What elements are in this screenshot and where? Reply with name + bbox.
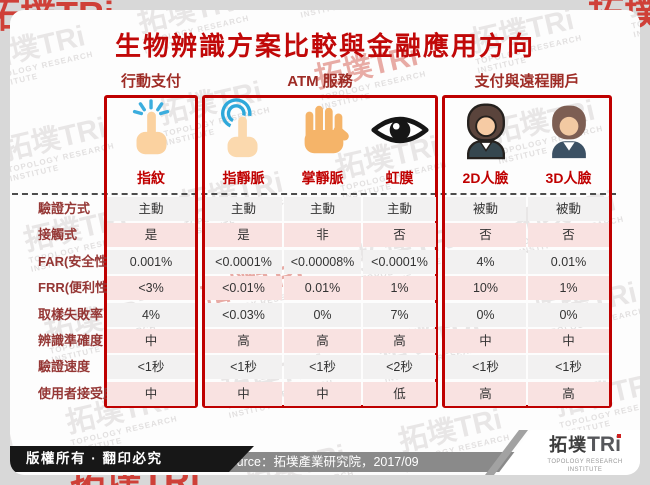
table-row: 接觸式 是 是 非 否 否 否	[10, 223, 616, 247]
table-cell: 0%	[528, 303, 609, 327]
column-header-2d-face: 2D人臉	[462, 170, 509, 186]
fingerprint-tap-icon	[122, 98, 182, 162]
table-cell: 高	[445, 382, 526, 406]
table-cell: 高	[363, 329, 436, 353]
table-row: 辨識準確度 中 高 高 高 中 中	[10, 329, 616, 353]
tri-logo-cn: 拓墣	[549, 435, 588, 455]
tri-logo-red-dot-icon	[616, 434, 621, 438]
row-label: 接觸式	[38, 227, 78, 242]
table-cell: <1秒	[107, 355, 195, 379]
table-cell: <1秒	[445, 355, 526, 379]
table-cell: 1%	[363, 276, 436, 300]
table-cell: 4%	[445, 250, 526, 274]
table-cell: <3%	[107, 276, 195, 300]
table-row: FAR(安全性) 0.001% <0.0001% <0.00008% <0.00…	[10, 250, 616, 274]
table-cell: 4%	[107, 303, 195, 327]
slide-content: 拓墣TRi TOPOLOGY RESEARCH INSTITUTE 拓墣TRi TOP…	[10, 10, 640, 475]
row-label: FRR(便利性)	[38, 280, 113, 295]
group-box-payment-remote-account	[442, 95, 612, 408]
table-cell: 否	[445, 223, 526, 247]
copyright-text: 版權所有 · 翻印必究	[26, 451, 163, 466]
table-row: 驗證方式 主動 主動 主動 主動 被動 被動	[10, 197, 616, 221]
face-3d-icon	[539, 98, 599, 162]
table-cell: 中	[528, 329, 609, 353]
table-cell: 0.001%	[107, 250, 195, 274]
table-row: 使用者接受度 中 中 中 低 高 高	[10, 382, 616, 406]
table-cell: 0.01%	[528, 250, 609, 274]
table-cell: 主動	[107, 197, 195, 221]
table-cell: 中	[445, 329, 526, 353]
table-cell: 否	[528, 223, 609, 247]
table-cell: <0.01%	[205, 276, 282, 300]
table-cell: <0.03%	[205, 303, 282, 327]
table-cell: <1秒	[528, 355, 609, 379]
table-cell: 1%	[528, 276, 609, 300]
footer-copyright-bar	[10, 446, 254, 472]
table-cell: 非	[284, 223, 361, 247]
table-cell: 是	[107, 223, 195, 247]
table-cell: 高	[205, 329, 282, 353]
dashed-divider	[12, 193, 616, 195]
group-box-atm-service	[202, 95, 438, 408]
row-label: 驗證速度	[38, 359, 91, 374]
table-cell: <1秒	[205, 355, 282, 379]
table-cell: 0%	[445, 303, 526, 327]
table-row: FRR(便利性) <3% <0.01% 0.01% 1% 10% 1%	[10, 276, 616, 300]
group-header-payment-remote-account: 支付與遠程開戶	[474, 73, 580, 90]
column-header-fingerprint: 指紋	[137, 170, 165, 186]
table-cell: 低	[363, 382, 436, 406]
table-cell: 中	[284, 382, 361, 406]
table-cell: 主動	[363, 197, 436, 221]
table-cell: <0.0001%	[205, 250, 282, 274]
table-cell: 中	[107, 382, 195, 406]
row-label: 辨識準確度	[38, 333, 104, 348]
column-header-finger-vein: 指靜脈	[222, 170, 265, 186]
table-cell: 高	[284, 329, 361, 353]
column-header-3d-face: 3D人臉	[545, 170, 592, 186]
table-cell: 7%	[363, 303, 436, 327]
finger-vein-icon	[214, 98, 274, 162]
table-cell: 被動	[528, 197, 609, 221]
table-cell: 中	[205, 382, 282, 406]
iris-eye-icon	[370, 98, 430, 162]
table-cell: 是	[205, 223, 282, 247]
table-cell: 10%	[445, 276, 526, 300]
footer-source-bar	[210, 452, 560, 472]
table-row: 取樣失敗率 4% <0.03% 0% 7% 0% 0%	[10, 303, 616, 327]
table-cell: 否	[363, 223, 436, 247]
source-text: Source：拓墣產業研究院，2017/09	[221, 455, 419, 469]
tri-logo-en: TRi	[587, 433, 621, 456]
table-cell: 中	[107, 329, 195, 353]
column-header-iris: 虹膜	[385, 170, 414, 186]
tri-logo-subtitle: TOPOLOGY RESEARCH INSTITUTE	[547, 459, 623, 473]
column-header-palm-vein: 掌靜脈	[301, 170, 344, 186]
palm-vein-icon	[293, 98, 353, 162]
table-cell: 被動	[445, 197, 526, 221]
table-row: 驗證速度 <1秒 <1秒 <1秒 <2秒 <1秒 <1秒	[10, 355, 616, 379]
face-2d-icon	[456, 98, 516, 162]
table-cell: <0.00008%	[284, 250, 361, 274]
row-label: FAR(安全性)	[38, 254, 112, 269]
table-cell: 0%	[284, 303, 361, 327]
table-cell: <2秒	[363, 355, 436, 379]
group-header-atm-service: ATM 服務	[287, 73, 353, 90]
table-cell: 高	[528, 382, 609, 406]
table-cell: <0.0001%	[363, 250, 436, 274]
table-cell: 0.01%	[284, 276, 361, 300]
row-label: 使用者接受度	[38, 386, 117, 401]
table-cell: 主動	[284, 197, 361, 221]
table-cell: <1秒	[284, 355, 361, 379]
table-cell: 主動	[205, 197, 282, 221]
tri-logo: 拓墣TRi TOPOLOGY RESEARCH INSTITUTE	[534, 434, 636, 474]
row-label: 取樣失敗率	[38, 307, 104, 322]
group-box-mobile-payment	[104, 95, 198, 408]
group-header-mobile-payment: 行動支付	[120, 73, 181, 90]
row-label: 驗證方式	[38, 201, 91, 216]
page-title: 生物辨識方案比較與金融應用方向	[114, 32, 535, 61]
